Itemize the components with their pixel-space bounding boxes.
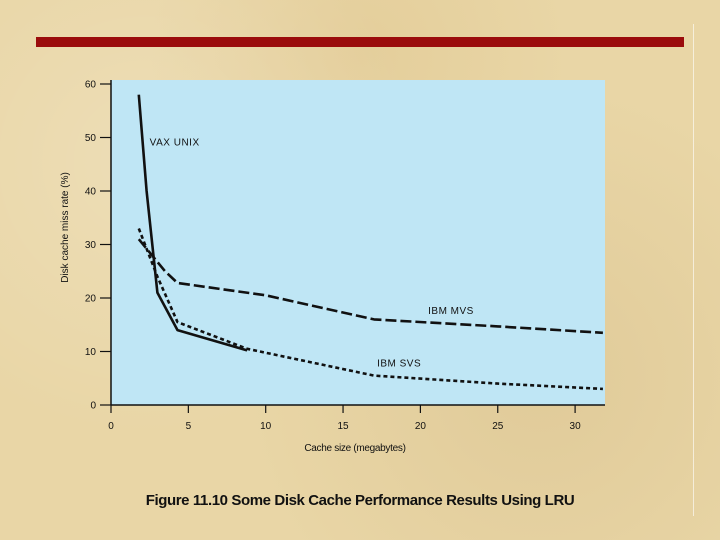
x-tick-label: 30 <box>570 421 582 432</box>
y-tick-label: 30 <box>85 240 97 251</box>
title-accent-bar <box>36 37 684 47</box>
y-tick-label: 50 <box>85 133 97 144</box>
x-tick-label: 15 <box>337 421 349 432</box>
y-tick-label: 10 <box>85 347 97 358</box>
x-tick-label: 5 <box>186 421 192 432</box>
slide-border-line <box>693 24 694 516</box>
y-axis-label: Disk cache miss rate (%) <box>60 172 71 283</box>
series-line-ibm-mvs <box>137 238 603 335</box>
series-line-vax-unix <box>137 94 248 352</box>
x-tick-label: 0 <box>108 421 114 432</box>
y-tick-label: 40 <box>85 187 97 198</box>
y-tick-label: 20 <box>85 294 97 305</box>
series-label: IBM SVS <box>377 358 421 369</box>
y-tick-label: 0 <box>90 401 96 412</box>
y-tick-label: 60 <box>85 80 97 91</box>
figure-caption: Figure 11.10 Some Disk Cache Performance… <box>145 492 575 509</box>
plot-area <box>111 80 605 405</box>
series-label: VAX UNIX <box>150 138 200 149</box>
x-tick-label: 10 <box>260 421 272 432</box>
x-tick-label: 20 <box>415 421 427 432</box>
x-axis-label: Cache size (megabytes) <box>304 443 405 454</box>
series-label: IBM MVS <box>428 306 474 317</box>
x-tick-label: 25 <box>492 421 504 432</box>
series-line-ibm-svs <box>137 228 603 391</box>
